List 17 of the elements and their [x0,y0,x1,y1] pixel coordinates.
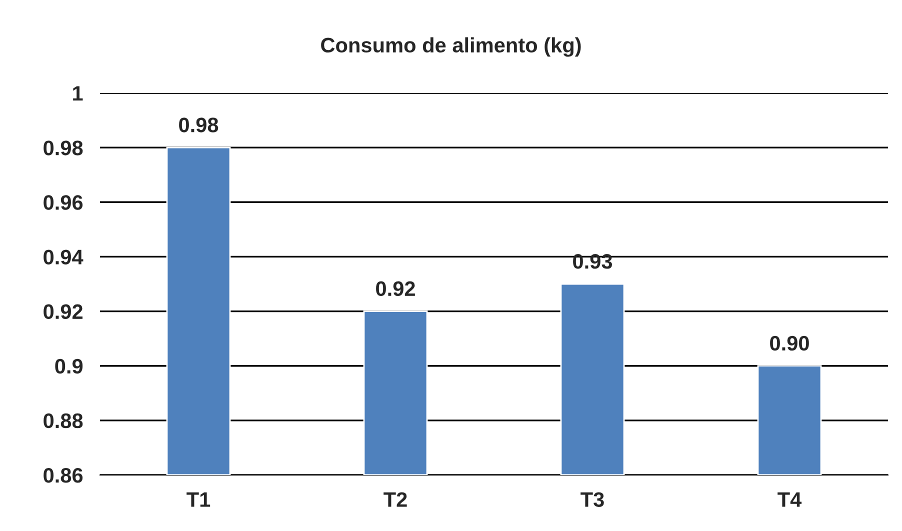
y-tick-label: 0.86 [44,468,83,483]
x-tick-label: T4 [778,492,802,507]
y-tick-label: 0.96 [44,195,83,210]
x-tick-label: T2 [384,492,407,507]
data-label: 0.92 [376,281,415,296]
y-tick-label: 0.88 [44,413,83,428]
data-label: 0.90 [770,336,809,351]
x-tick-label: T3 [580,492,604,507]
y-tick-label: 0.9 [55,358,83,374]
y-tick-label: 0.92 [44,304,83,320]
x-tick-label: T1 [186,492,210,507]
data-label: 0.98 [179,118,218,132]
y-tick-label: 1 [73,86,83,101]
y-tick-label: 0.94 [44,250,84,264]
data-label: 0.93 [573,254,612,269]
y-tick-label: 0.98 [44,140,83,156]
chart-title: Consumo de alimento (kg) [321,37,581,57]
